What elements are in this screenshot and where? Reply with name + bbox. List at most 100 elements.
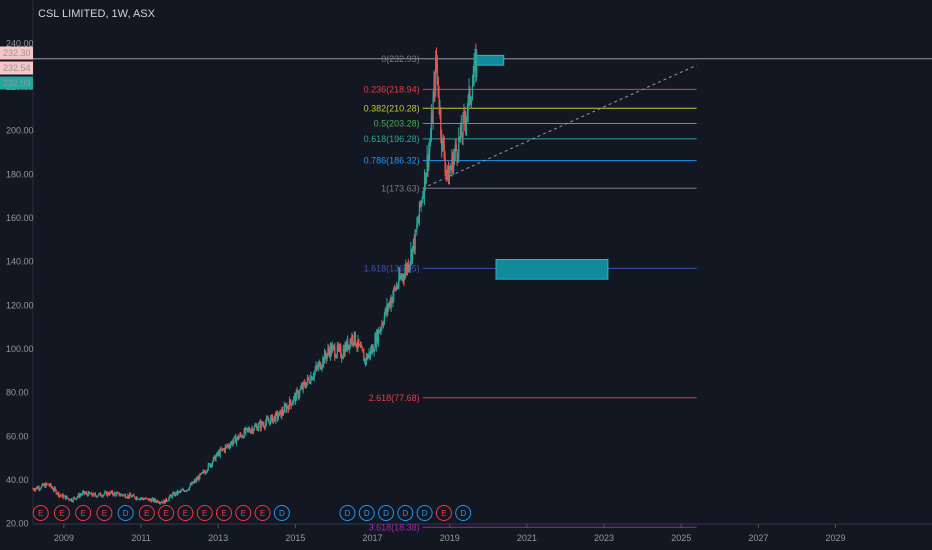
candle-body bbox=[200, 472, 203, 475]
candle-body bbox=[34, 488, 37, 491]
fib-level-label: 1.618(136.95) bbox=[364, 263, 420, 273]
fib-level-label: 0.786(186.32) bbox=[364, 156, 420, 166]
candle-body bbox=[233, 437, 235, 442]
candle-body bbox=[91, 492, 93, 496]
earnings-badge[interactable] bbox=[158, 505, 175, 521]
candle-body bbox=[366, 355, 368, 359]
candle-body bbox=[434, 80, 436, 91]
dividend-badge[interactable] bbox=[455, 505, 472, 521]
candle-body bbox=[323, 351, 326, 364]
price-series bbox=[32, 43, 478, 505]
candle-body bbox=[143, 498, 145, 500]
candle-body bbox=[131, 496, 133, 498]
candle-body bbox=[157, 500, 159, 503]
candle-body bbox=[214, 455, 216, 461]
candle-body bbox=[280, 410, 282, 418]
fib-level-label: 0.236(218.94) bbox=[364, 84, 420, 94]
candle-body bbox=[125, 497, 127, 499]
candle-body bbox=[46, 483, 49, 485]
candle-body bbox=[466, 111, 468, 118]
candle-body bbox=[219, 449, 221, 456]
dividend-badge[interactable] bbox=[358, 505, 375, 521]
earnings-badge[interactable] bbox=[435, 505, 452, 521]
candle-body bbox=[457, 156, 459, 158]
candle-body bbox=[177, 491, 179, 494]
candle-body bbox=[400, 276, 403, 279]
candle-body bbox=[458, 136, 460, 157]
dividend-badge[interactable] bbox=[273, 505, 290, 521]
candle-body bbox=[464, 120, 467, 126]
earnings-badge[interactable] bbox=[235, 505, 252, 521]
earnings-badge[interactable] bbox=[32, 505, 49, 521]
candle-body bbox=[253, 426, 256, 431]
earnings-badge[interactable] bbox=[177, 505, 194, 521]
candle-body bbox=[474, 55, 476, 62]
candle-body bbox=[459, 124, 462, 139]
candle-body bbox=[226, 445, 228, 447]
candle-body bbox=[121, 494, 123, 495]
candle-body bbox=[40, 485, 43, 489]
candle-body bbox=[370, 349, 372, 356]
candle-body bbox=[468, 87, 470, 97]
candle-body bbox=[69, 499, 71, 501]
fib-level-label: 0.618(196.28) bbox=[364, 134, 420, 144]
candle-body bbox=[384, 308, 386, 316]
candle-body bbox=[329, 345, 332, 357]
candle-body bbox=[463, 113, 465, 116]
candle-body bbox=[205, 471, 208, 473]
candle-body bbox=[66, 496, 68, 499]
candle-body bbox=[447, 167, 450, 185]
candle-body bbox=[64, 495, 66, 497]
badge-label: E bbox=[163, 509, 168, 518]
candle-body bbox=[383, 315, 385, 324]
candle-body bbox=[391, 298, 393, 303]
highlight-zone bbox=[495, 259, 609, 280]
fib-trend-line bbox=[422, 64, 697, 189]
candle-body bbox=[401, 274, 403, 279]
candle-body bbox=[236, 436, 238, 439]
candle-body bbox=[112, 494, 114, 496]
candle-body bbox=[76, 497, 78, 500]
earnings-badge[interactable] bbox=[138, 505, 155, 521]
earnings-badge[interactable] bbox=[75, 505, 92, 521]
candle-body bbox=[52, 487, 54, 490]
earnings-badge[interactable] bbox=[53, 505, 70, 521]
candle-body bbox=[97, 495, 99, 497]
earnings-badge[interactable] bbox=[196, 505, 213, 521]
highlight-zones[interactable] bbox=[476, 54, 609, 280]
candle-body bbox=[278, 411, 280, 417]
candle-body bbox=[188, 486, 191, 490]
candle-body bbox=[343, 349, 345, 356]
earnings-badge[interactable] bbox=[96, 505, 113, 521]
candle-body bbox=[373, 350, 375, 353]
earnings-badge[interactable] bbox=[254, 505, 271, 521]
candle-body bbox=[406, 263, 409, 272]
badge-label: D bbox=[402, 509, 408, 518]
candle-body bbox=[438, 95, 440, 111]
dividend-badge[interactable] bbox=[416, 505, 433, 521]
candle-body bbox=[299, 389, 301, 395]
dividend-badge[interactable] bbox=[117, 505, 134, 521]
price-tag-value: 232.54 bbox=[3, 63, 31, 73]
candle-body bbox=[168, 497, 170, 501]
candle-body bbox=[181, 490, 183, 492]
candle-body bbox=[52, 489, 55, 491]
candle-body bbox=[71, 501, 73, 503]
candle-body bbox=[285, 406, 287, 411]
fib-level-label: 0.5(203.28) bbox=[374, 119, 420, 129]
candle-body bbox=[78, 494, 80, 498]
candle-body bbox=[166, 500, 168, 502]
dividend-badge[interactable] bbox=[378, 505, 395, 521]
candle-body bbox=[212, 457, 214, 462]
x-tick-label: 2025 bbox=[671, 533, 691, 543]
candle-body bbox=[248, 428, 250, 431]
candle-body bbox=[199, 473, 201, 480]
candle-body bbox=[305, 386, 307, 388]
dividend-badge[interactable] bbox=[397, 505, 414, 521]
candle-body bbox=[370, 349, 373, 353]
earnings-badge[interactable] bbox=[215, 505, 232, 521]
time-axis[interactable]: 2009 2011 2013 2015 2017 2019 2021 2023 2025 2027… bbox=[33, 523, 932, 543]
dividend-badge[interactable] bbox=[339, 505, 356, 521]
